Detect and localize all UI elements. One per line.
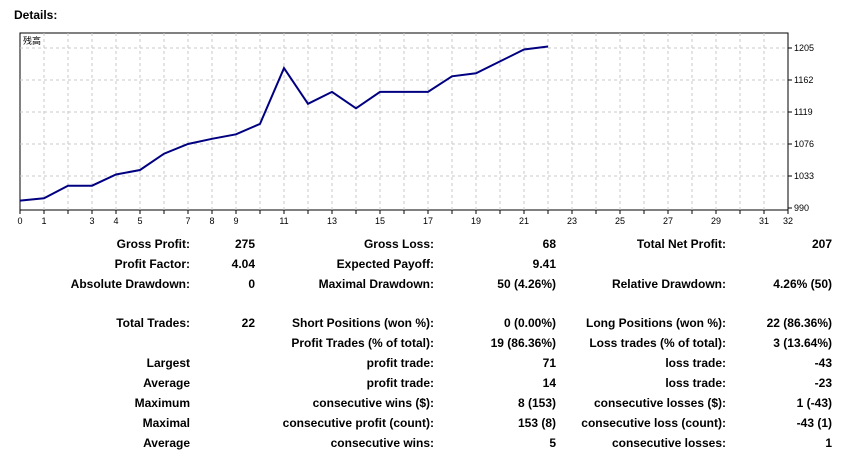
- x-tick-label: 19: [471, 216, 481, 226]
- maximal-loss-value: -43 (1): [796, 416, 832, 430]
- maximal-label: Maximal: [142, 416, 190, 430]
- largest-profit-label: profit trade:: [366, 356, 434, 370]
- total-net-profit-label: Total Net Profit:: [636, 237, 726, 251]
- largest-profit-value: 71: [542, 356, 556, 370]
- x-tick-label: 3: [89, 216, 94, 226]
- details-title: Details:: [14, 8, 58, 22]
- short-positions-value: 0 (0.00%): [503, 316, 556, 330]
- total-trades-label: Total Trades:: [116, 316, 190, 330]
- average-profit-value: 14: [542, 376, 556, 390]
- y-tick-label: 1205: [794, 43, 814, 53]
- maximal-profit-value: 153 (8): [517, 416, 556, 430]
- average-consecutive-loss-label: consecutive losses:: [611, 436, 726, 450]
- maximum-loss-label: consecutive losses ($):: [593, 396, 726, 410]
- absolute-drawdown-label: Absolute Drawdown:: [70, 277, 190, 291]
- average-label: Average: [143, 376, 190, 390]
- relative-drawdown-label: Relative Drawdown:: [611, 277, 726, 291]
- long-positions-label: Long Positions (won %):: [586, 316, 726, 330]
- maximal-drawdown-value: 50 (4.26%): [497, 277, 556, 291]
- x-tick-label: 32: [783, 216, 793, 226]
- y-tick-label: 1119: [794, 107, 813, 117]
- x-tick-label: 31: [759, 216, 769, 226]
- average-consecutive-profit-value: 5: [549, 436, 556, 450]
- maximum-label: Maximum: [134, 396, 190, 410]
- y-tick-label: 990: [794, 203, 809, 213]
- x-tick-label: 25: [615, 216, 625, 226]
- balance-line: [19, 45, 549, 202]
- x-tick-label: 5: [137, 216, 142, 226]
- y-tick-label: 1076: [794, 139, 814, 149]
- expected-payoff-label: Expected Payoff:: [336, 257, 434, 271]
- total-trades-value: 22: [241, 316, 255, 330]
- average-loss-value: -23: [814, 376, 832, 390]
- legend-label: 残高: [23, 35, 41, 47]
- maximal-loss-label: consecutive loss (count):: [581, 416, 726, 430]
- profit-factor-label: Profit Factor:: [114, 257, 190, 271]
- loss-trades-label: Loss trades (% of total):: [589, 336, 726, 350]
- largest-label: Largest: [146, 356, 190, 370]
- average-loss-label: loss trade:: [665, 376, 726, 390]
- gross-loss-value: 68: [542, 237, 556, 251]
- average-consecutive-label: Average: [143, 436, 190, 450]
- profit-trades-label: Profit Trades (% of total):: [291, 336, 434, 350]
- x-tick-label: 21: [519, 216, 529, 226]
- relative-drawdown-value: 4.26% (50): [773, 277, 832, 291]
- profit-trades-value: 19 (86.36%): [490, 336, 556, 350]
- short-positions-label: Short Positions (won %):: [292, 316, 434, 330]
- profit-factor-value: 4.04: [231, 257, 255, 271]
- x-tick-label: 7: [185, 216, 190, 226]
- largest-loss-label: loss trade:: [665, 356, 726, 370]
- x-tick-label: 29: [711, 216, 721, 226]
- x-tick-label: 27: [663, 216, 673, 226]
- x-tick-label: 17: [423, 216, 433, 226]
- plot-frame: [19, 32, 789, 211]
- maximum-loss-value: 1 (-43): [796, 396, 832, 410]
- largest-loss-value: -43: [814, 356, 832, 370]
- loss-trades-value: 3 (13.64%): [773, 336, 832, 350]
- absolute-drawdown-value: 0: [248, 277, 255, 291]
- x-tick-label: 1: [41, 216, 46, 226]
- expected-payoff-value: 9.41: [532, 257, 556, 271]
- long-positions-value: 22 (86.36%): [766, 316, 832, 330]
- x-tick-label: 15: [375, 216, 385, 226]
- y-tick-label: 1033: [794, 171, 814, 181]
- x-tick-label: 4: [113, 216, 118, 226]
- gross-profit-label: Gross Profit:: [116, 237, 190, 251]
- x-tick-label: 13: [327, 216, 337, 226]
- y-tick-label: 1162: [794, 75, 813, 85]
- x-tick-label: 0: [17, 216, 22, 226]
- maximal-drawdown-label: Maximal Drawdown:: [318, 277, 434, 291]
- total-net-profit-value: 207: [811, 237, 832, 251]
- gross-loss-label: Gross Loss:: [363, 237, 434, 251]
- x-tick-label: 23: [567, 216, 577, 226]
- average-consecutive-loss-value: 1: [825, 436, 832, 450]
- average-consecutive-profit-label: consecutive wins:: [330, 436, 434, 450]
- maximum-profit-label: consecutive wins ($):: [312, 396, 434, 410]
- gross-profit-value: 275: [234, 237, 255, 251]
- balance-chart: 0 1 3 4 5 7 8 9 11 13 15 17 19 21 23 25 27 29 31 3299010331…: [17, 32, 814, 226]
- x-tick-label: 9: [233, 216, 238, 226]
- maximal-profit-label: consecutive profit (count):: [282, 416, 434, 430]
- maximum-profit-value: 8 (153): [517, 396, 556, 410]
- average-profit-label: profit trade:: [366, 376, 434, 390]
- x-tick-label: 8: [209, 216, 214, 226]
- x-tick-label: 11: [279, 216, 288, 226]
